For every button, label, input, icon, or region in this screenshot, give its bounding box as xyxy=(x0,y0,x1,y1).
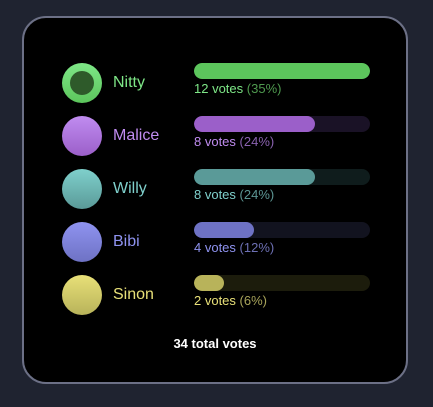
poll-option-malice[interactable]: Malice 8 votes (24%) xyxy=(24,114,406,158)
selected-dot xyxy=(70,71,94,95)
vote-count: 8 votes (24%) xyxy=(194,134,275,149)
vote-bar-track xyxy=(194,63,370,79)
poll-card: Nitty 12 votes (35%) Malice 8 votes (24%… xyxy=(22,16,408,384)
vote-percent: (6%) xyxy=(239,293,267,308)
vote-percent: (35%) xyxy=(246,81,282,96)
vote-count: 8 votes (24%) xyxy=(194,187,275,202)
option-radio[interactable] xyxy=(62,63,102,103)
vote-count: 12 votes (35%) xyxy=(194,81,282,96)
option-name: Bibi xyxy=(113,233,140,250)
vote-percent: (12%) xyxy=(239,240,275,255)
vote-count: 2 votes (6%) xyxy=(194,293,267,308)
option-name: Malice xyxy=(113,127,160,144)
option-radio[interactable] xyxy=(62,222,102,262)
poll-option-nitty[interactable]: Nitty 12 votes (35%) xyxy=(24,61,406,105)
vote-bar-track xyxy=(194,169,370,185)
vote-count: 4 votes (12%) xyxy=(194,240,275,255)
option-radio[interactable] xyxy=(62,169,102,209)
vote-percent: (24%) xyxy=(239,134,275,149)
option-name: Sinon xyxy=(113,286,154,303)
vote-bar-fill xyxy=(194,116,315,132)
vote-percent: (24%) xyxy=(239,187,275,202)
vote-bar-track xyxy=(194,275,370,291)
option-radio[interactable] xyxy=(62,116,102,156)
option-name: Nitty xyxy=(113,74,145,91)
poll-option-bibi[interactable]: Bibi 4 votes (12%) xyxy=(24,220,406,264)
vote-bar-track xyxy=(194,116,370,132)
vote-bar-fill xyxy=(194,169,315,185)
vote-bar-fill xyxy=(194,275,225,291)
vote-bar-track xyxy=(194,222,370,238)
total-votes: 34 total votes xyxy=(173,336,257,351)
option-radio[interactable] xyxy=(62,275,102,315)
poll-option-sinon[interactable]: Sinon 2 votes (6%) xyxy=(24,273,406,317)
vote-bar-fill xyxy=(194,63,370,79)
option-name: Willy xyxy=(113,180,147,197)
vote-bar-fill xyxy=(194,222,255,238)
poll-option-willy[interactable]: Willy 8 votes (24%) xyxy=(24,167,406,211)
